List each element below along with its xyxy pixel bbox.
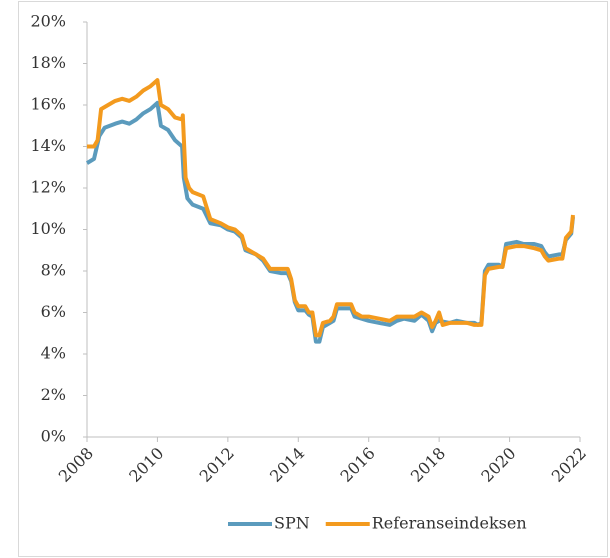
chart-frame bbox=[18, 1, 608, 557]
y-tick-label: 12% bbox=[30, 178, 66, 197]
y-tick-label: 20% bbox=[30, 12, 66, 31]
y-tick-label: 10% bbox=[30, 219, 66, 238]
y-tick-label: 0% bbox=[41, 427, 66, 446]
series-line bbox=[87, 78, 575, 338]
y-tick-label: 14% bbox=[30, 136, 66, 155]
y-tick-label: 6% bbox=[41, 302, 66, 321]
legend-label: SPN bbox=[274, 514, 310, 533]
legend-label: Referanseindeksen bbox=[372, 514, 527, 533]
y-tick-label: 18% bbox=[30, 53, 66, 72]
y-tick-label: 8% bbox=[41, 261, 66, 280]
y-tick-label: 2% bbox=[41, 385, 66, 404]
y-tick-label: 16% bbox=[30, 95, 66, 114]
y-tick-label: 4% bbox=[41, 344, 66, 363]
